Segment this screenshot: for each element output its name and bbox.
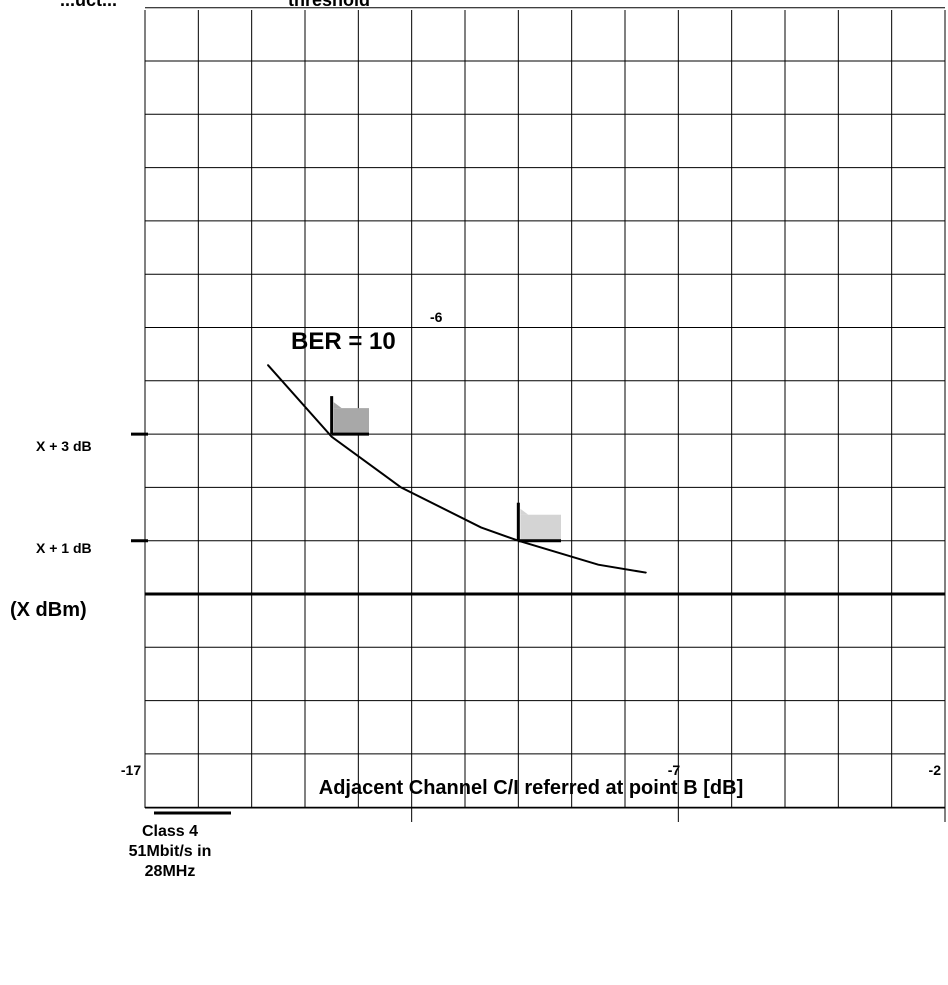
- masks: [330, 396, 561, 543]
- legend-line: Class 4: [141, 823, 199, 840]
- y-tick-label: X + 3 dB: [36, 438, 92, 454]
- y-tick-label: X + 1 dB: [36, 540, 92, 556]
- data-point: [597, 564, 599, 566]
- legend: Class 4 51Mbit/s in 28MHz: [110, 822, 230, 882]
- ber-exponent: -6: [430, 309, 443, 325]
- x-tick-label: -2: [929, 762, 942, 778]
- x-tick-label: -17: [121, 762, 141, 778]
- grid: [144, 7, 946, 808]
- title-fragment: threshold: [288, 0, 370, 10]
- legend-line: 51Mbit/s in: [128, 843, 212, 860]
- data-point: [645, 572, 647, 574]
- mask-fill: [333, 408, 369, 435]
- data-point: [331, 436, 333, 438]
- x-axis-label: Adjacent Channel C/I referred at point B…: [319, 777, 743, 799]
- y-tick-label: (X dBm): [10, 599, 87, 621]
- data-point: [517, 540, 519, 542]
- data-point: [480, 526, 482, 528]
- data-point: [400, 486, 402, 488]
- ber-annotation: BER = 10: [291, 328, 396, 355]
- mask-corner: [520, 508, 529, 515]
- series: [266, 364, 647, 574]
- mask-corner: [333, 402, 342, 409]
- legend-line: 28MHz: [144, 863, 196, 880]
- x-tick-label: -7: [668, 762, 681, 778]
- top-fragment: ...uct...: [60, 0, 117, 10]
- series-line: [266, 364, 647, 574]
- axes: [131, 10, 946, 822]
- mask-fill: [520, 514, 561, 541]
- data-point: [267, 364, 269, 366]
